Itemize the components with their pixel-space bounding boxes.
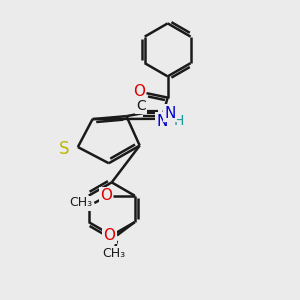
Text: H: H [174, 114, 184, 128]
Text: O: O [103, 228, 116, 243]
Text: O: O [133, 84, 145, 99]
Text: S: S [59, 140, 70, 158]
Text: CH₃: CH₃ [103, 248, 126, 260]
Text: C: C [136, 99, 146, 113]
Text: N: N [157, 114, 168, 129]
Text: CH₃: CH₃ [69, 196, 92, 209]
Text: N: N [164, 106, 176, 121]
Text: O: O [100, 188, 112, 203]
